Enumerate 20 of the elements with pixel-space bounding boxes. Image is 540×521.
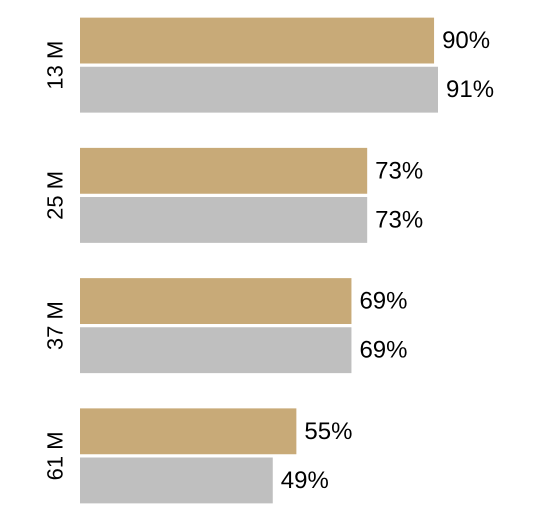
y-tick-label: 61 M: [42, 431, 68, 480]
data-label: 69%: [359, 288, 408, 315]
data-label: 91%: [446, 76, 494, 104]
bar: [80, 278, 352, 324]
y-tick-label: 25 M: [42, 170, 68, 220]
data-label: 69%: [359, 336, 408, 364]
data-label: 55%: [304, 418, 352, 445]
data-label: 90%: [442, 27, 490, 54]
bar: [80, 18, 434, 64]
y-tick-label: 37 M: [42, 301, 68, 350]
data-label: 73%: [375, 206, 424, 234]
bar: [80, 66, 438, 113]
bar: [80, 148, 368, 194]
data-label: 73%: [375, 157, 424, 184]
y-tick-label: 13 M: [42, 40, 68, 90]
bar: [80, 196, 368, 243]
bar: [80, 327, 352, 374]
bar: [80, 408, 296, 454]
bar: [80, 457, 273, 504]
data-label: 49%: [280, 466, 329, 494]
